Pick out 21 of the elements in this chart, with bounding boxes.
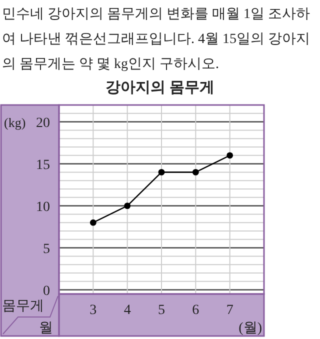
x-tick-label: 6: [192, 303, 200, 318]
point: [124, 202, 131, 209]
x-axis-title: 월: [39, 321, 53, 336]
x-tick-label: 7: [226, 303, 234, 318]
y-tick-label: 0: [43, 284, 50, 299]
y-axis-title: 몸무게: [2, 299, 44, 314]
y-tick-label: 20: [36, 116, 50, 131]
point: [226, 152, 234, 159]
text: (kg): [4, 114, 26, 130]
x-tick-label: 5: [158, 303, 165, 318]
chart-title: 강아지의 몸무게: [106, 80, 214, 96]
x-tick-label: 4: [124, 303, 131, 318]
text: (월): [238, 321, 262, 336]
point: [158, 169, 165, 176]
y-tick-label: 5: [43, 242, 50, 257]
point: [90, 219, 96, 226]
y-tick-label: 15: [36, 158, 50, 173]
point: [192, 169, 199, 176]
y-tick-label: 10: [36, 200, 50, 215]
text: 민수네 강아지의 몸무게의 변화를 매월 1일 조사하여 나타낸 꺾은선그래프입니다. 4월 15일의 강아지의 몸무게는 약 몇 kg인지 구하시오.: [2, 6, 311, 74]
x-tick-label: 3: [90, 303, 97, 318]
